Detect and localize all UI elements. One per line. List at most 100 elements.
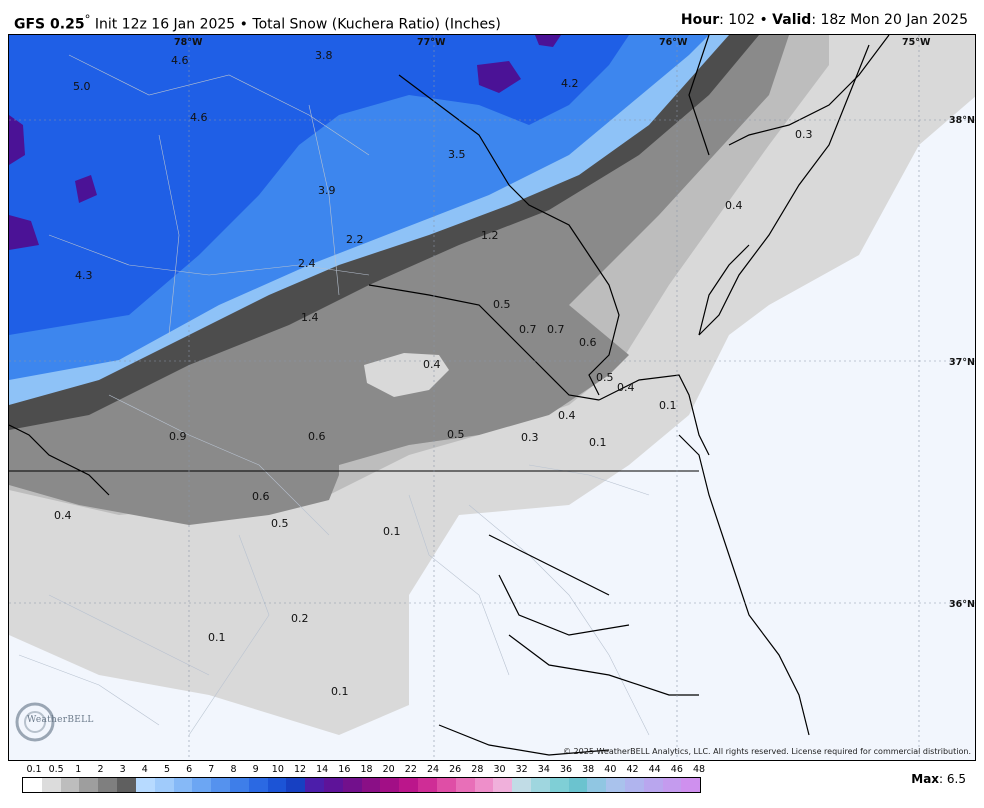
max-label: Max bbox=[911, 772, 940, 786]
colorbar-swatch bbox=[399, 778, 419, 792]
snow-value: 0.2 bbox=[291, 612, 309, 625]
colorbar-swatch bbox=[305, 778, 324, 792]
colorbar-tick-label: 30 bbox=[493, 764, 506, 775]
weatherbell-logo: WeatherBELL bbox=[13, 700, 93, 744]
colorbar-swatch bbox=[23, 778, 42, 792]
colorbar-swatch bbox=[662, 778, 682, 792]
snow-value: 0.1 bbox=[208, 631, 226, 644]
snow-value: 0.3 bbox=[521, 431, 539, 444]
snow-value: 0.5 bbox=[447, 428, 465, 441]
colorbar-tick-label: 0.1 bbox=[26, 764, 42, 775]
snow-value: 3.8 bbox=[315, 49, 333, 62]
hour-label: Hour bbox=[680, 12, 720, 28]
colorbar-swatch bbox=[342, 778, 362, 792]
colorbar-tick-label: 18 bbox=[360, 764, 373, 775]
colorbar-tick-label: 40 bbox=[604, 764, 617, 775]
colorbar-tick-label: 20 bbox=[382, 764, 395, 775]
colorbar-swatch bbox=[98, 778, 118, 792]
lat-label-37: 37°N bbox=[949, 357, 975, 368]
colorbar-tick-label: 2 bbox=[97, 764, 104, 775]
snow-value: 0.4 bbox=[558, 409, 576, 422]
colorbar-swatch bbox=[549, 778, 569, 792]
snow-value: 3.9 bbox=[318, 184, 336, 197]
header-bar: GFS 0.25° Init 12z 16 Jan 2025 • Total S… bbox=[0, 0, 984, 34]
coastline bbox=[9, 35, 890, 756]
snow-value: 0.5 bbox=[596, 371, 614, 384]
lon-label-77: 77°W bbox=[417, 37, 446, 48]
colorbar-swatch bbox=[474, 778, 494, 792]
header-title: GFS 0.25° Init 12z 16 Jan 2025 • Total S… bbox=[14, 12, 501, 33]
colorbar-swatch bbox=[493, 778, 513, 792]
snow-value: 4.6 bbox=[190, 111, 208, 124]
snow-values-blue: 4.6 3.8 4.2 5.0 4.6 3.5 3.9 2.2 1.2 2.4 … bbox=[54, 49, 813, 698]
graticule bbox=[9, 35, 975, 760]
snow-value: 0.4 bbox=[423, 358, 441, 371]
colorbar-tick-label: 46 bbox=[670, 764, 683, 775]
copyright-notice: © 2025 WeatherBELL Analytics, LLC. All r… bbox=[563, 747, 971, 756]
valid-value: : 18z Mon 20 Jan 2025 bbox=[811, 12, 968, 28]
colorbar-swatch bbox=[41, 778, 61, 792]
colorbar-swatch bbox=[361, 778, 381, 792]
model-name: GFS 0.25 bbox=[14, 16, 85, 33]
snow-hole bbox=[364, 353, 449, 397]
snow-value: 4.2 bbox=[561, 77, 579, 90]
logo-swirl-icon bbox=[15, 702, 55, 742]
colorbar-swatch bbox=[418, 778, 437, 792]
colorbar-ticks: 0.1 0.5 1 2 3 4 5 6 7 8 9 10 12 14 16 18 20 22 24 26 28 30 32 3… bbox=[0, 764, 760, 776]
colorbar-tick-label: 38 bbox=[582, 764, 595, 775]
colorbar-swatch bbox=[192, 778, 212, 792]
snow-value: 4.3 bbox=[75, 269, 93, 282]
snow-value: 0.7 bbox=[547, 323, 565, 336]
colorbar-tick-label: 8 bbox=[230, 764, 237, 775]
colorbar-swatch bbox=[512, 778, 531, 792]
lon-label-78: 78°W bbox=[174, 37, 203, 48]
colorbar-tick-label: 10 bbox=[271, 764, 284, 775]
snow-value: 0.6 bbox=[579, 336, 597, 349]
logo-text: WeatherBELL bbox=[27, 715, 94, 725]
colorbar-tick-label: 44 bbox=[648, 764, 661, 775]
snow-value: 0.5 bbox=[493, 298, 511, 311]
lon-label-75: 75°W bbox=[902, 37, 931, 48]
snow-value: 0.5 bbox=[271, 517, 289, 530]
colorbar-tick-label: 3 bbox=[119, 764, 126, 775]
colorbar-tick-label: 32 bbox=[515, 764, 528, 775]
colorbar-swatch bbox=[267, 778, 287, 792]
snow-value: 0.9 bbox=[169, 430, 187, 443]
snow-value: 5.0 bbox=[73, 80, 91, 93]
colorbar-swatch bbox=[436, 778, 456, 792]
snow-max-blob-1 bbox=[9, 115, 25, 165]
county-lines bbox=[18, 54, 650, 736]
snow-map: 78°W 77°W 76°W 75°W 38°N 37°N 36°N 4.6 3… bbox=[8, 34, 976, 761]
colorbar-tick-label: 34 bbox=[537, 764, 550, 775]
colorbar-tick-label: 6 bbox=[186, 764, 193, 775]
colorbar-swatch bbox=[380, 778, 400, 792]
lat-label-36: 36°N bbox=[949, 599, 975, 610]
colorbar-swatch bbox=[568, 778, 588, 792]
colorbar-tick-label: 22 bbox=[404, 764, 417, 775]
colorbar-tick-label: 24 bbox=[426, 764, 440, 775]
colorbar-swatch bbox=[60, 778, 80, 792]
max-value-label: Max: 6.5 bbox=[911, 772, 966, 786]
lon-label-76: 76°W bbox=[659, 37, 688, 48]
colorbar-tick-label: 28 bbox=[471, 764, 484, 775]
colorbar-tick-label: 14 bbox=[316, 764, 329, 775]
colorbar bbox=[22, 777, 701, 793]
colorbar-tick-label: 5 bbox=[163, 764, 171, 775]
colorbar-swatch bbox=[79, 778, 99, 792]
colorbar-swatch bbox=[117, 778, 136, 792]
colorbar-tick-label: 42 bbox=[626, 764, 639, 775]
max-value: : 6.5 bbox=[939, 772, 966, 786]
snow-value: 0.6 bbox=[308, 430, 326, 443]
snow-value: 0.1 bbox=[383, 525, 401, 538]
colorbar-swatch bbox=[681, 778, 701, 792]
colorbar-swatch bbox=[625, 778, 644, 792]
snow-value: 0.3 bbox=[795, 128, 813, 141]
snow-value: 4.6 bbox=[171, 54, 189, 67]
snow-value: 0.1 bbox=[589, 436, 607, 449]
snow-value: 0.6 bbox=[252, 490, 270, 503]
colorbar-swatch bbox=[135, 778, 155, 792]
snow-value: 0.1 bbox=[331, 685, 349, 698]
colorbar-tick-label: 0.5 bbox=[48, 764, 64, 775]
snow-value: 0.4 bbox=[725, 199, 743, 212]
snow-value: 0.1 bbox=[659, 399, 677, 412]
